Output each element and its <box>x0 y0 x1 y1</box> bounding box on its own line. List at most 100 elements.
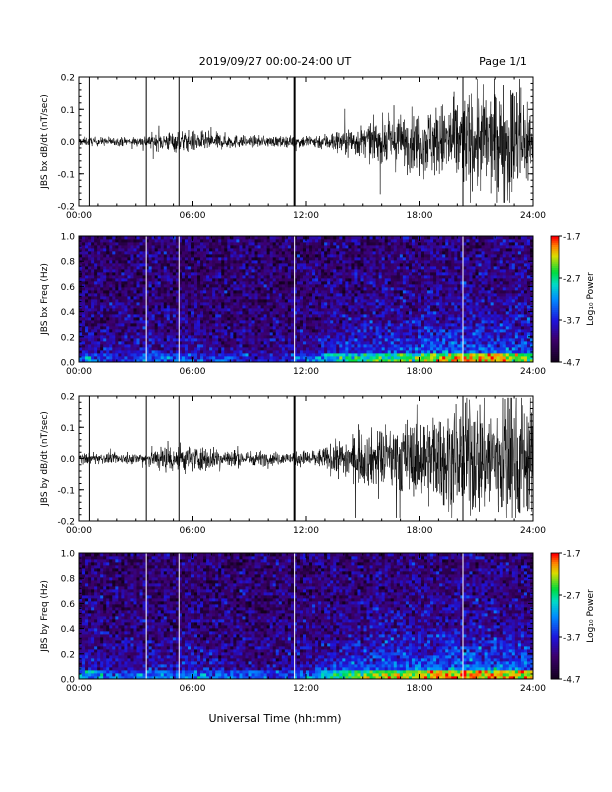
spectrogram-cell <box>354 326 358 330</box>
page-indicator: Page 1/1 <box>479 55 527 68</box>
spectrogram-cell <box>324 236 328 240</box>
spectrogram-cell <box>142 320 146 324</box>
spectrogram-cell <box>239 338 243 342</box>
spectrogram-cell <box>327 302 331 306</box>
spectrogram-cell <box>309 287 313 291</box>
spectrogram-cell <box>197 317 201 321</box>
spectrogram-cell <box>399 236 404 240</box>
spectrogram-cell <box>109 305 113 309</box>
spectrogram-cell <box>327 272 331 276</box>
spectrogram-cell <box>266 281 271 285</box>
spectrogram-cell <box>269 272 274 276</box>
spectrogram-cell <box>139 308 143 312</box>
spectrogram-cell <box>266 263 271 267</box>
spectrogram-cell <box>375 248 380 252</box>
spectrogram-cell <box>181 344 186 348</box>
spectrogram-cell <box>363 350 367 354</box>
spectrogram-cell <box>163 248 168 252</box>
spectrogram-cell <box>106 308 110 312</box>
spectrogram-cell <box>278 350 283 354</box>
spectrogram-cell <box>209 263 213 267</box>
spectrogram-cell <box>312 308 316 312</box>
spectrogram-cell <box>148 350 153 354</box>
spectrogram-cell <box>393 296 398 300</box>
spectrogram-cell <box>203 260 207 264</box>
spectrogram-cell <box>387 290 392 294</box>
spectrogram-cell <box>139 272 143 276</box>
spectrogram-cell <box>224 347 228 351</box>
spectrogram-cell <box>142 269 146 273</box>
spectrogram-cell <box>151 296 156 300</box>
spectrogram-cell <box>287 296 292 300</box>
spectrogram-cell <box>82 242 86 246</box>
spectrogram-cell <box>324 254 328 258</box>
spectrogram-cell <box>118 302 122 306</box>
spectrogram-cell <box>184 347 189 351</box>
spectrogram-cell <box>321 254 325 258</box>
spectrogram-cell <box>327 359 331 363</box>
spectrogram-cell <box>215 239 219 243</box>
spectrogram-cell <box>333 299 337 303</box>
spectrogram-cell <box>360 266 364 270</box>
spectrogram-cell <box>175 359 180 363</box>
spectrogram-cell <box>91 248 95 252</box>
spectrogram-cell <box>248 272 252 276</box>
spectrogram-cell <box>390 311 395 315</box>
spectrogram-cell <box>372 266 377 270</box>
spectrogram-cell <box>309 239 313 243</box>
spectrogram-cell <box>127 311 131 315</box>
spectrogram-cell <box>166 302 171 306</box>
spectrogram-cell <box>200 332 204 336</box>
spectrogram-cell <box>85 281 89 285</box>
spectrogram-cell <box>402 338 407 342</box>
spectrogram-cell <box>372 257 377 261</box>
spectrogram-cell <box>290 335 295 339</box>
spectrogram-cell <box>257 359 261 363</box>
spectrogram-cell <box>284 347 289 351</box>
spectrogram-cell <box>163 326 168 330</box>
spectrogram-cell <box>115 353 119 357</box>
spectrogram-cell <box>417 260 422 264</box>
spectrogram-cell <box>154 260 159 264</box>
spectrogram-cell <box>106 263 110 267</box>
spectrogram-cell <box>190 335 195 339</box>
spectrogram-cell <box>405 251 410 255</box>
spectrogram-cell <box>272 302 277 306</box>
spectrogram-cell <box>290 320 295 324</box>
spectrogram-cell <box>218 311 222 315</box>
spectrogram-cell <box>206 338 210 342</box>
spectrogram-cell <box>315 329 319 333</box>
spectrogram-cell <box>88 245 92 249</box>
spectrogram-cell <box>82 356 86 360</box>
spectrogram-cell <box>278 269 283 273</box>
spectrogram-cell <box>381 311 386 315</box>
spectrogram-cell <box>269 296 274 300</box>
spectrogram-cell <box>184 311 189 315</box>
spectrogram-cell <box>154 338 159 342</box>
spectrogram-cell <box>390 332 395 336</box>
spectrogram-cell <box>278 317 283 321</box>
spectrogram-cell <box>233 269 237 273</box>
spectrogram-cell <box>227 344 231 348</box>
spectrogram-cell <box>263 239 268 243</box>
spectrogram-cell <box>200 311 204 315</box>
spectrogram-cell <box>309 269 313 273</box>
spectrogram-cell <box>405 272 410 276</box>
spectrogram-cell <box>384 299 389 303</box>
spectrogram-cell <box>366 239 370 243</box>
spectrogram-cell <box>421 320 425 324</box>
spectrogram-cell <box>160 338 165 342</box>
spectrogram-cell <box>275 347 280 351</box>
spectrogram-cell <box>184 257 189 261</box>
spectrogram-cell <box>88 248 92 252</box>
spectrogram-cell <box>85 299 89 303</box>
spectrogram-cell <box>218 281 222 285</box>
spectrogram-cell <box>230 299 234 303</box>
spectrogram-cell <box>203 323 207 327</box>
spectrogram-cell <box>263 272 268 276</box>
spectrogram-cell <box>248 350 252 354</box>
spectrogram-cell <box>290 266 295 270</box>
spectrogram-cell <box>97 293 101 297</box>
spectrogram-cell <box>200 326 204 330</box>
spectrogram-cell <box>157 269 162 273</box>
